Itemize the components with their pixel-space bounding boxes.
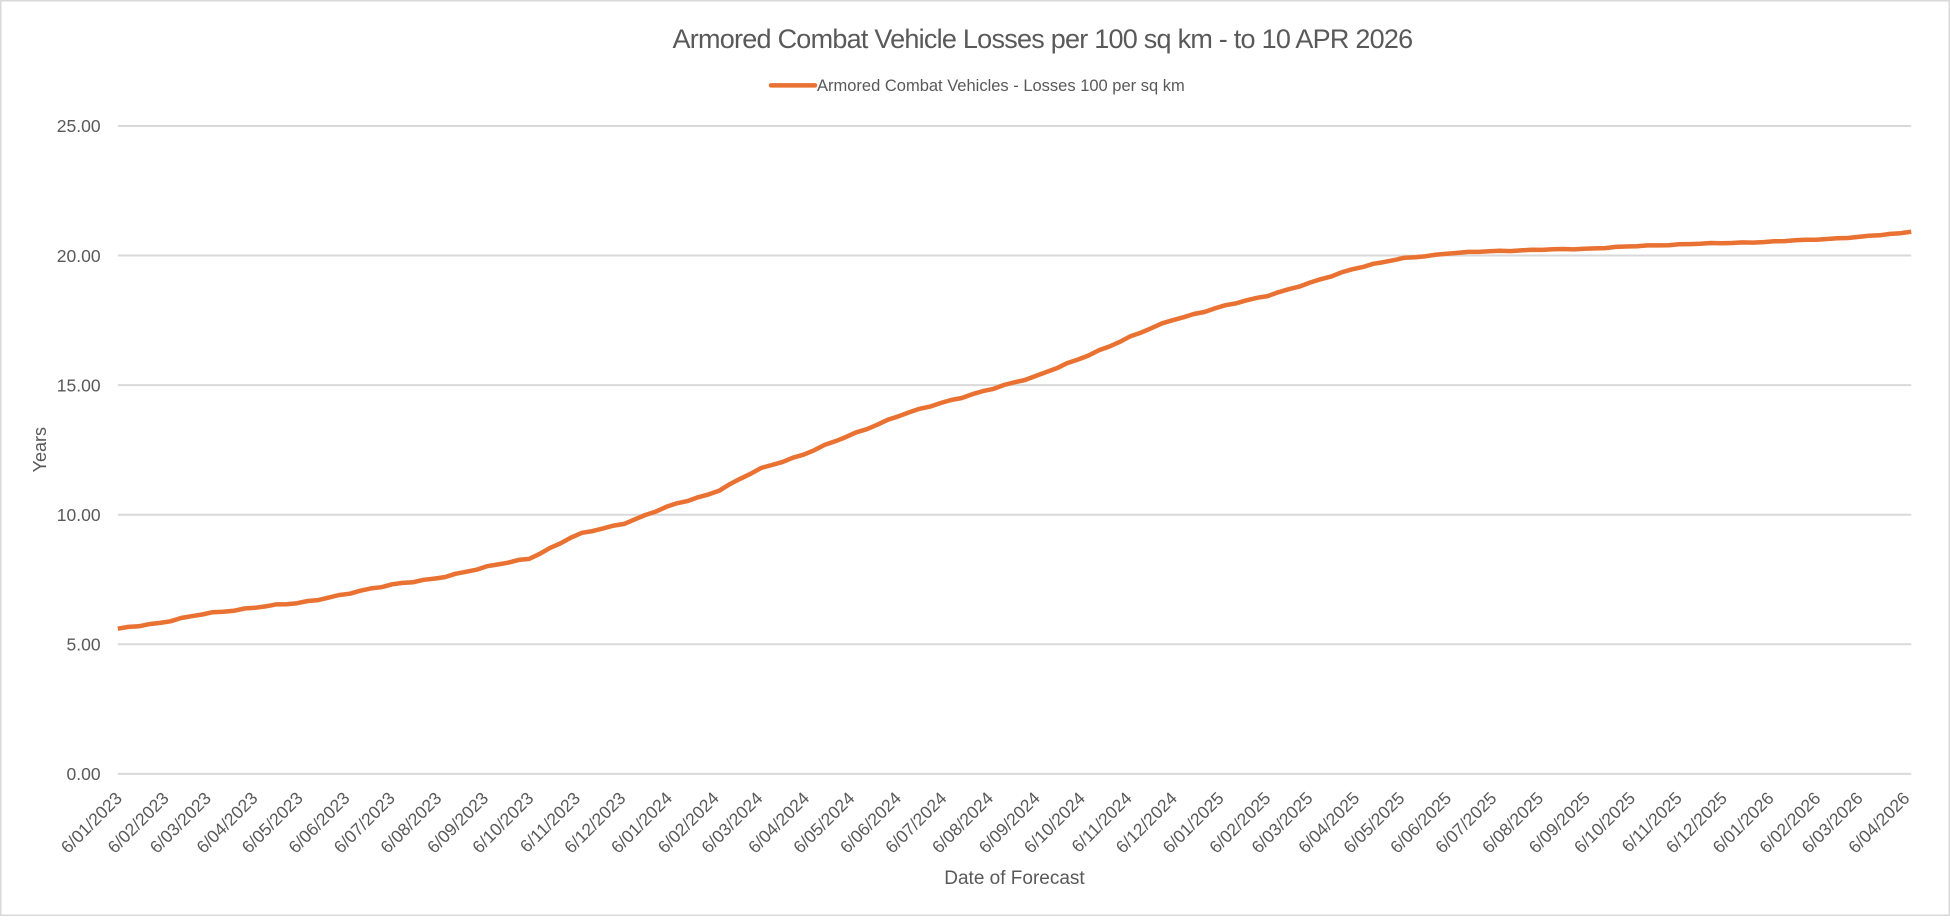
svg-text:5.00: 5.00 — [67, 635, 101, 655]
svg-text:Date of Forecast: Date of Forecast — [944, 868, 1085, 889]
svg-text:Armored Combat Vehicles - Loss: Armored Combat Vehicles - Losses 100 per… — [817, 77, 1185, 95]
svg-text:20.00: 20.00 — [57, 246, 101, 266]
svg-text:Armored Combat Vehicle Losses: Armored Combat Vehicle Losses per 100 sq… — [673, 24, 1413, 54]
svg-text:Years: Years — [30, 427, 50, 472]
svg-text:10.00: 10.00 — [57, 505, 101, 525]
svg-text:15.00: 15.00 — [57, 375, 101, 395]
svg-text:0.00: 0.00 — [67, 764, 101, 784]
svg-text:25.00: 25.00 — [57, 116, 101, 136]
